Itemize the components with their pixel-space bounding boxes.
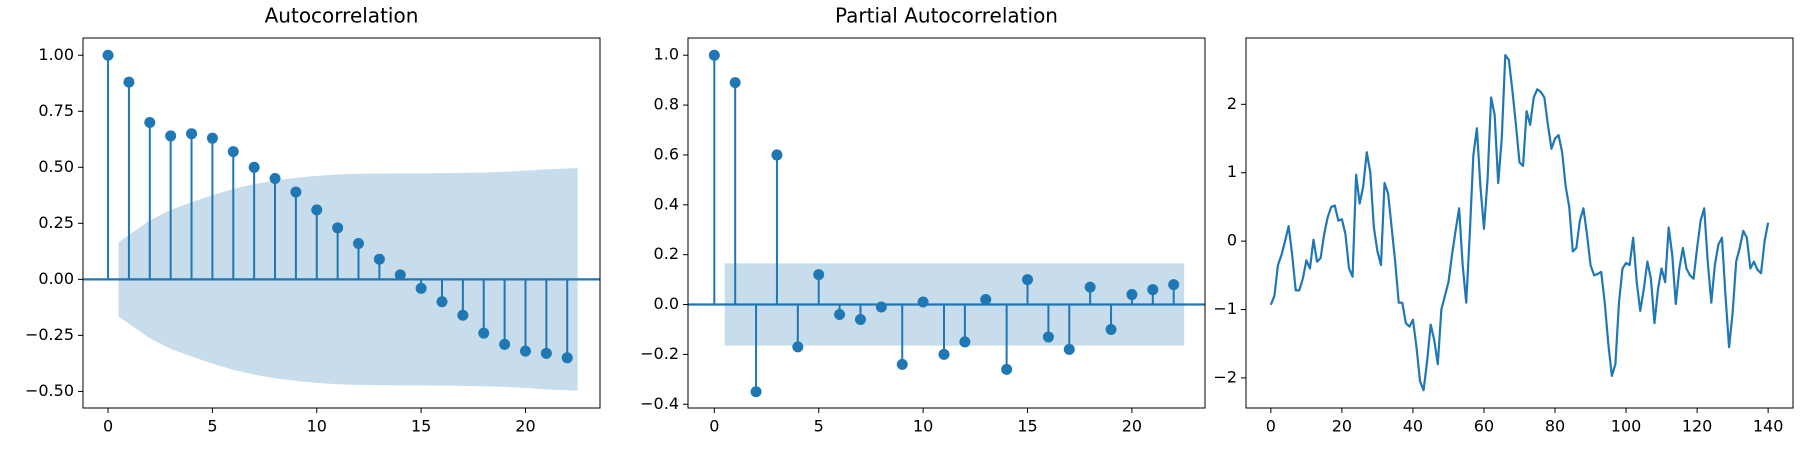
stem-marker xyxy=(373,253,385,265)
x-tick-label: 120 xyxy=(1682,417,1713,436)
stem-marker xyxy=(938,348,950,360)
stem-marker xyxy=(834,309,846,321)
stem-marker xyxy=(102,49,114,61)
x-tick-label: 10 xyxy=(307,417,327,436)
stem-marker xyxy=(959,336,971,348)
stem-marker xyxy=(186,128,198,140)
x-tick-label: 20 xyxy=(1122,417,1142,436)
x-tick-label: 0 xyxy=(103,417,113,436)
stem-marker xyxy=(1022,274,1034,286)
y-tick-label: 0.75 xyxy=(38,101,74,120)
y-tick-label: 0.50 xyxy=(38,157,74,176)
stem-marker xyxy=(561,352,573,364)
stem-marker xyxy=(311,204,323,216)
stem-marker xyxy=(1168,279,1180,291)
y-tick-label: 0.2 xyxy=(654,244,679,263)
stem-marker xyxy=(415,282,427,294)
x-tick-label: 80 xyxy=(1545,417,1565,436)
chart-title: Autocorrelation xyxy=(265,4,419,28)
x-tick-label: 100 xyxy=(1611,417,1642,436)
y-tick-label: −0.25 xyxy=(25,325,74,344)
y-tick-label: −2 xyxy=(1213,367,1237,386)
stem-marker xyxy=(792,341,804,353)
stem-marker xyxy=(980,294,992,306)
stem-marker xyxy=(353,238,365,250)
axes-frame xyxy=(82,37,601,409)
y-tick-label: 0.0 xyxy=(654,294,679,313)
stem-marker xyxy=(729,77,741,89)
y-tick-label: 0.4 xyxy=(654,194,679,213)
y-tick-label: 0.25 xyxy=(38,213,74,232)
stem-marker xyxy=(290,186,302,198)
x-tick-label: 0 xyxy=(709,417,719,436)
stem-marker xyxy=(1126,289,1138,301)
x-tick-label: 20 xyxy=(1332,417,1352,436)
stem-marker xyxy=(1063,343,1075,355)
stem-marker xyxy=(499,338,511,350)
y-tick-label: 0.6 xyxy=(654,144,679,163)
x-tick-label: 20 xyxy=(515,417,535,436)
axes-frame xyxy=(1245,37,1794,409)
y-tick-label: 0.8 xyxy=(654,95,679,114)
stem-marker xyxy=(519,345,531,357)
x-tick-label: 15 xyxy=(1017,417,1037,436)
stem-marker xyxy=(123,76,135,88)
stem-marker xyxy=(1001,363,1013,375)
stem-marker xyxy=(854,313,866,325)
x-tick-label: 140 xyxy=(1753,417,1784,436)
stem-marker xyxy=(813,269,825,281)
stem-marker xyxy=(896,358,908,370)
y-tick-label: 0 xyxy=(1227,231,1237,250)
x-tick-label: 40 xyxy=(1403,417,1423,436)
y-tick-label: −0.2 xyxy=(640,344,679,363)
y-tick-label: −0.50 xyxy=(25,381,74,400)
stem-marker xyxy=(248,161,260,173)
stem-marker xyxy=(332,222,344,234)
y-tick-label: 1.00 xyxy=(38,45,74,64)
stem-marker xyxy=(457,309,469,321)
y-tick-label: 1 xyxy=(1227,162,1237,181)
axes-frame xyxy=(687,37,1206,409)
stem-marker xyxy=(1105,323,1117,335)
chart-title: Partial Autocorrelation xyxy=(835,4,1058,28)
stem-marker xyxy=(1147,284,1159,296)
stem-marker xyxy=(436,296,448,308)
stem-marker xyxy=(708,49,720,61)
stem-marker xyxy=(1042,331,1054,343)
stem-marker xyxy=(227,146,239,158)
stem-marker xyxy=(269,173,281,185)
stem-marker xyxy=(540,347,552,359)
stem-marker xyxy=(1084,281,1096,293)
stem-marker xyxy=(750,386,762,398)
x-tick-label: 5 xyxy=(207,417,217,436)
x-tick-label: 60 xyxy=(1474,417,1494,436)
stem-marker xyxy=(206,132,218,144)
y-tick-label: 1.0 xyxy=(654,45,679,64)
stem-marker xyxy=(165,130,177,142)
x-tick-label: 0 xyxy=(1266,417,1276,436)
stem-marker xyxy=(771,149,783,161)
stem-marker xyxy=(875,301,887,313)
stem-marker xyxy=(478,327,490,339)
x-tick-label: 5 xyxy=(814,417,824,436)
stem-marker xyxy=(144,116,156,128)
x-tick-label: 10 xyxy=(913,417,933,436)
series-line xyxy=(1269,53,1770,392)
y-tick-label: −0.4 xyxy=(640,394,679,413)
stem-marker xyxy=(394,269,406,281)
y-tick-label: 2 xyxy=(1227,94,1237,113)
x-tick-label: 15 xyxy=(411,417,431,436)
stem-marker xyxy=(917,296,929,308)
y-tick-label: −1 xyxy=(1213,299,1237,318)
y-tick-label: 0.00 xyxy=(38,269,74,288)
